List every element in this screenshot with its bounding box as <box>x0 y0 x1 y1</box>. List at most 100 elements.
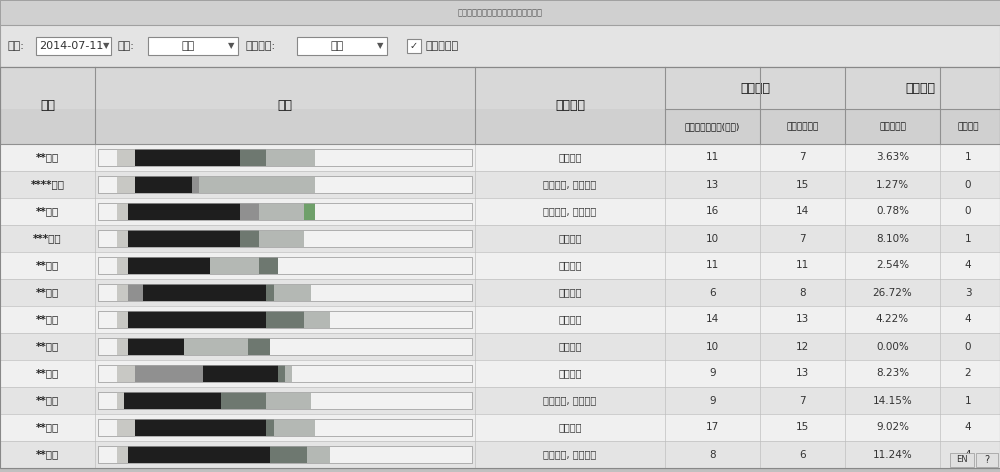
Text: 1: 1 <box>965 396 971 405</box>
Text: 16: 16 <box>706 207 719 217</box>
Text: 第十五条, 第十六条: 第十五条, 第十六条 <box>543 179 597 189</box>
Text: 只显示违例: 只显示违例 <box>425 41 458 51</box>
Bar <box>0 252 1000 279</box>
Bar <box>0 279 1000 306</box>
Text: 违规频道监测方法和违规频道监测装置: 违规频道监测方法和违规频道监测装置 <box>458 8 542 17</box>
Bar <box>128 338 184 354</box>
Text: 2014-07-11: 2014-07-11 <box>39 41 103 51</box>
Bar <box>0 306 1000 333</box>
Bar <box>976 453 998 467</box>
Bar <box>98 203 472 219</box>
Text: 15: 15 <box>796 422 809 432</box>
Bar <box>135 420 266 436</box>
Text: 2: 2 <box>965 369 971 379</box>
Bar <box>278 365 285 381</box>
Text: ▼: ▼ <box>103 42 109 51</box>
Text: 公益广告: 公益广告 <box>906 82 936 94</box>
Text: ?: ? <box>984 455 990 465</box>
Text: 13: 13 <box>796 314 809 325</box>
Bar <box>304 312 330 328</box>
Bar <box>0 67 1000 468</box>
Text: 每小时最大时长(分钟): 每小时最大时长(分钟) <box>685 122 740 131</box>
Text: 14: 14 <box>706 314 719 325</box>
Text: 8: 8 <box>799 287 806 297</box>
Text: 频道: 频道 <box>40 99 55 112</box>
Bar <box>128 230 240 246</box>
Bar <box>307 447 330 463</box>
Text: ✓: ✓ <box>410 41 418 51</box>
Text: 4: 4 <box>965 261 971 270</box>
Bar <box>148 37 238 55</box>
Text: 第十六条: 第十六条 <box>558 261 582 270</box>
Bar <box>98 365 472 381</box>
Text: 全部: 全部 <box>330 41 344 51</box>
Bar <box>143 285 266 301</box>
Bar <box>117 420 135 436</box>
Bar <box>270 447 307 463</box>
Text: 违反条例: 违反条例 <box>555 99 585 112</box>
Bar <box>0 0 1000 25</box>
Bar <box>210 257 259 274</box>
Bar <box>117 203 128 219</box>
Text: 4: 4 <box>965 422 971 432</box>
Bar <box>0 144 1000 171</box>
Bar <box>117 177 135 193</box>
Bar <box>128 447 270 463</box>
Bar <box>124 392 128 409</box>
Text: 1: 1 <box>965 234 971 244</box>
Text: 黄金时段时长: 黄金时段时长 <box>786 122 819 131</box>
Bar <box>117 230 128 246</box>
Bar <box>0 171 1000 198</box>
Text: **卫视: **卫视 <box>36 422 59 432</box>
Text: 1: 1 <box>965 152 971 162</box>
Text: 0: 0 <box>965 342 971 352</box>
Bar <box>98 392 472 409</box>
Text: 全部: 全部 <box>181 41 195 51</box>
Text: 4.22%: 4.22% <box>876 314 909 325</box>
Text: 4: 4 <box>965 314 971 325</box>
Bar <box>248 338 270 354</box>
Text: 6: 6 <box>799 449 806 460</box>
Text: 日期:: 日期: <box>8 41 25 51</box>
Text: 0.78%: 0.78% <box>876 207 909 217</box>
Bar <box>266 285 274 301</box>
Bar <box>0 441 1000 468</box>
Text: **卫视: **卫视 <box>36 314 59 325</box>
Bar <box>117 312 128 328</box>
Bar <box>98 447 472 463</box>
Text: 商业广告: 商业广告 <box>740 82 770 94</box>
Bar <box>266 420 274 436</box>
Text: **卫视: **卫视 <box>36 449 59 460</box>
Bar <box>98 257 472 274</box>
Text: 第十六条, 补充条例: 第十六条, 补充条例 <box>543 449 597 460</box>
Bar <box>98 150 472 166</box>
Text: 7: 7 <box>799 396 806 405</box>
Text: **综合: **综合 <box>36 287 59 297</box>
Bar <box>135 150 240 166</box>
Bar <box>0 25 1000 67</box>
Text: ****卫视: ****卫视 <box>30 179 64 189</box>
Bar <box>0 198 1000 225</box>
Text: ▼: ▼ <box>377 42 383 51</box>
Bar <box>259 230 304 246</box>
Text: **卫视: **卫视 <box>36 152 59 162</box>
Bar <box>240 203 259 219</box>
Text: 0: 0 <box>965 179 971 189</box>
Text: 11: 11 <box>706 261 719 270</box>
Text: ***卫视: ***卫视 <box>33 234 62 244</box>
Text: 2.54%: 2.54% <box>876 261 909 270</box>
Bar <box>98 177 472 193</box>
Bar <box>98 420 472 436</box>
Text: 1.27%: 1.27% <box>876 179 909 189</box>
Text: **卫视: **卫视 <box>36 207 59 217</box>
Bar <box>259 203 304 219</box>
Text: 第十五条, 第十六条: 第十五条, 第十六条 <box>543 207 597 217</box>
Text: **卫视: **卫视 <box>36 369 59 379</box>
Bar <box>98 447 472 463</box>
Bar <box>407 39 421 53</box>
Text: 14.15%: 14.15% <box>873 396 912 405</box>
Text: 0: 0 <box>965 207 971 217</box>
Bar <box>266 392 311 409</box>
Text: 11: 11 <box>706 152 719 162</box>
Text: 13: 13 <box>796 369 809 379</box>
